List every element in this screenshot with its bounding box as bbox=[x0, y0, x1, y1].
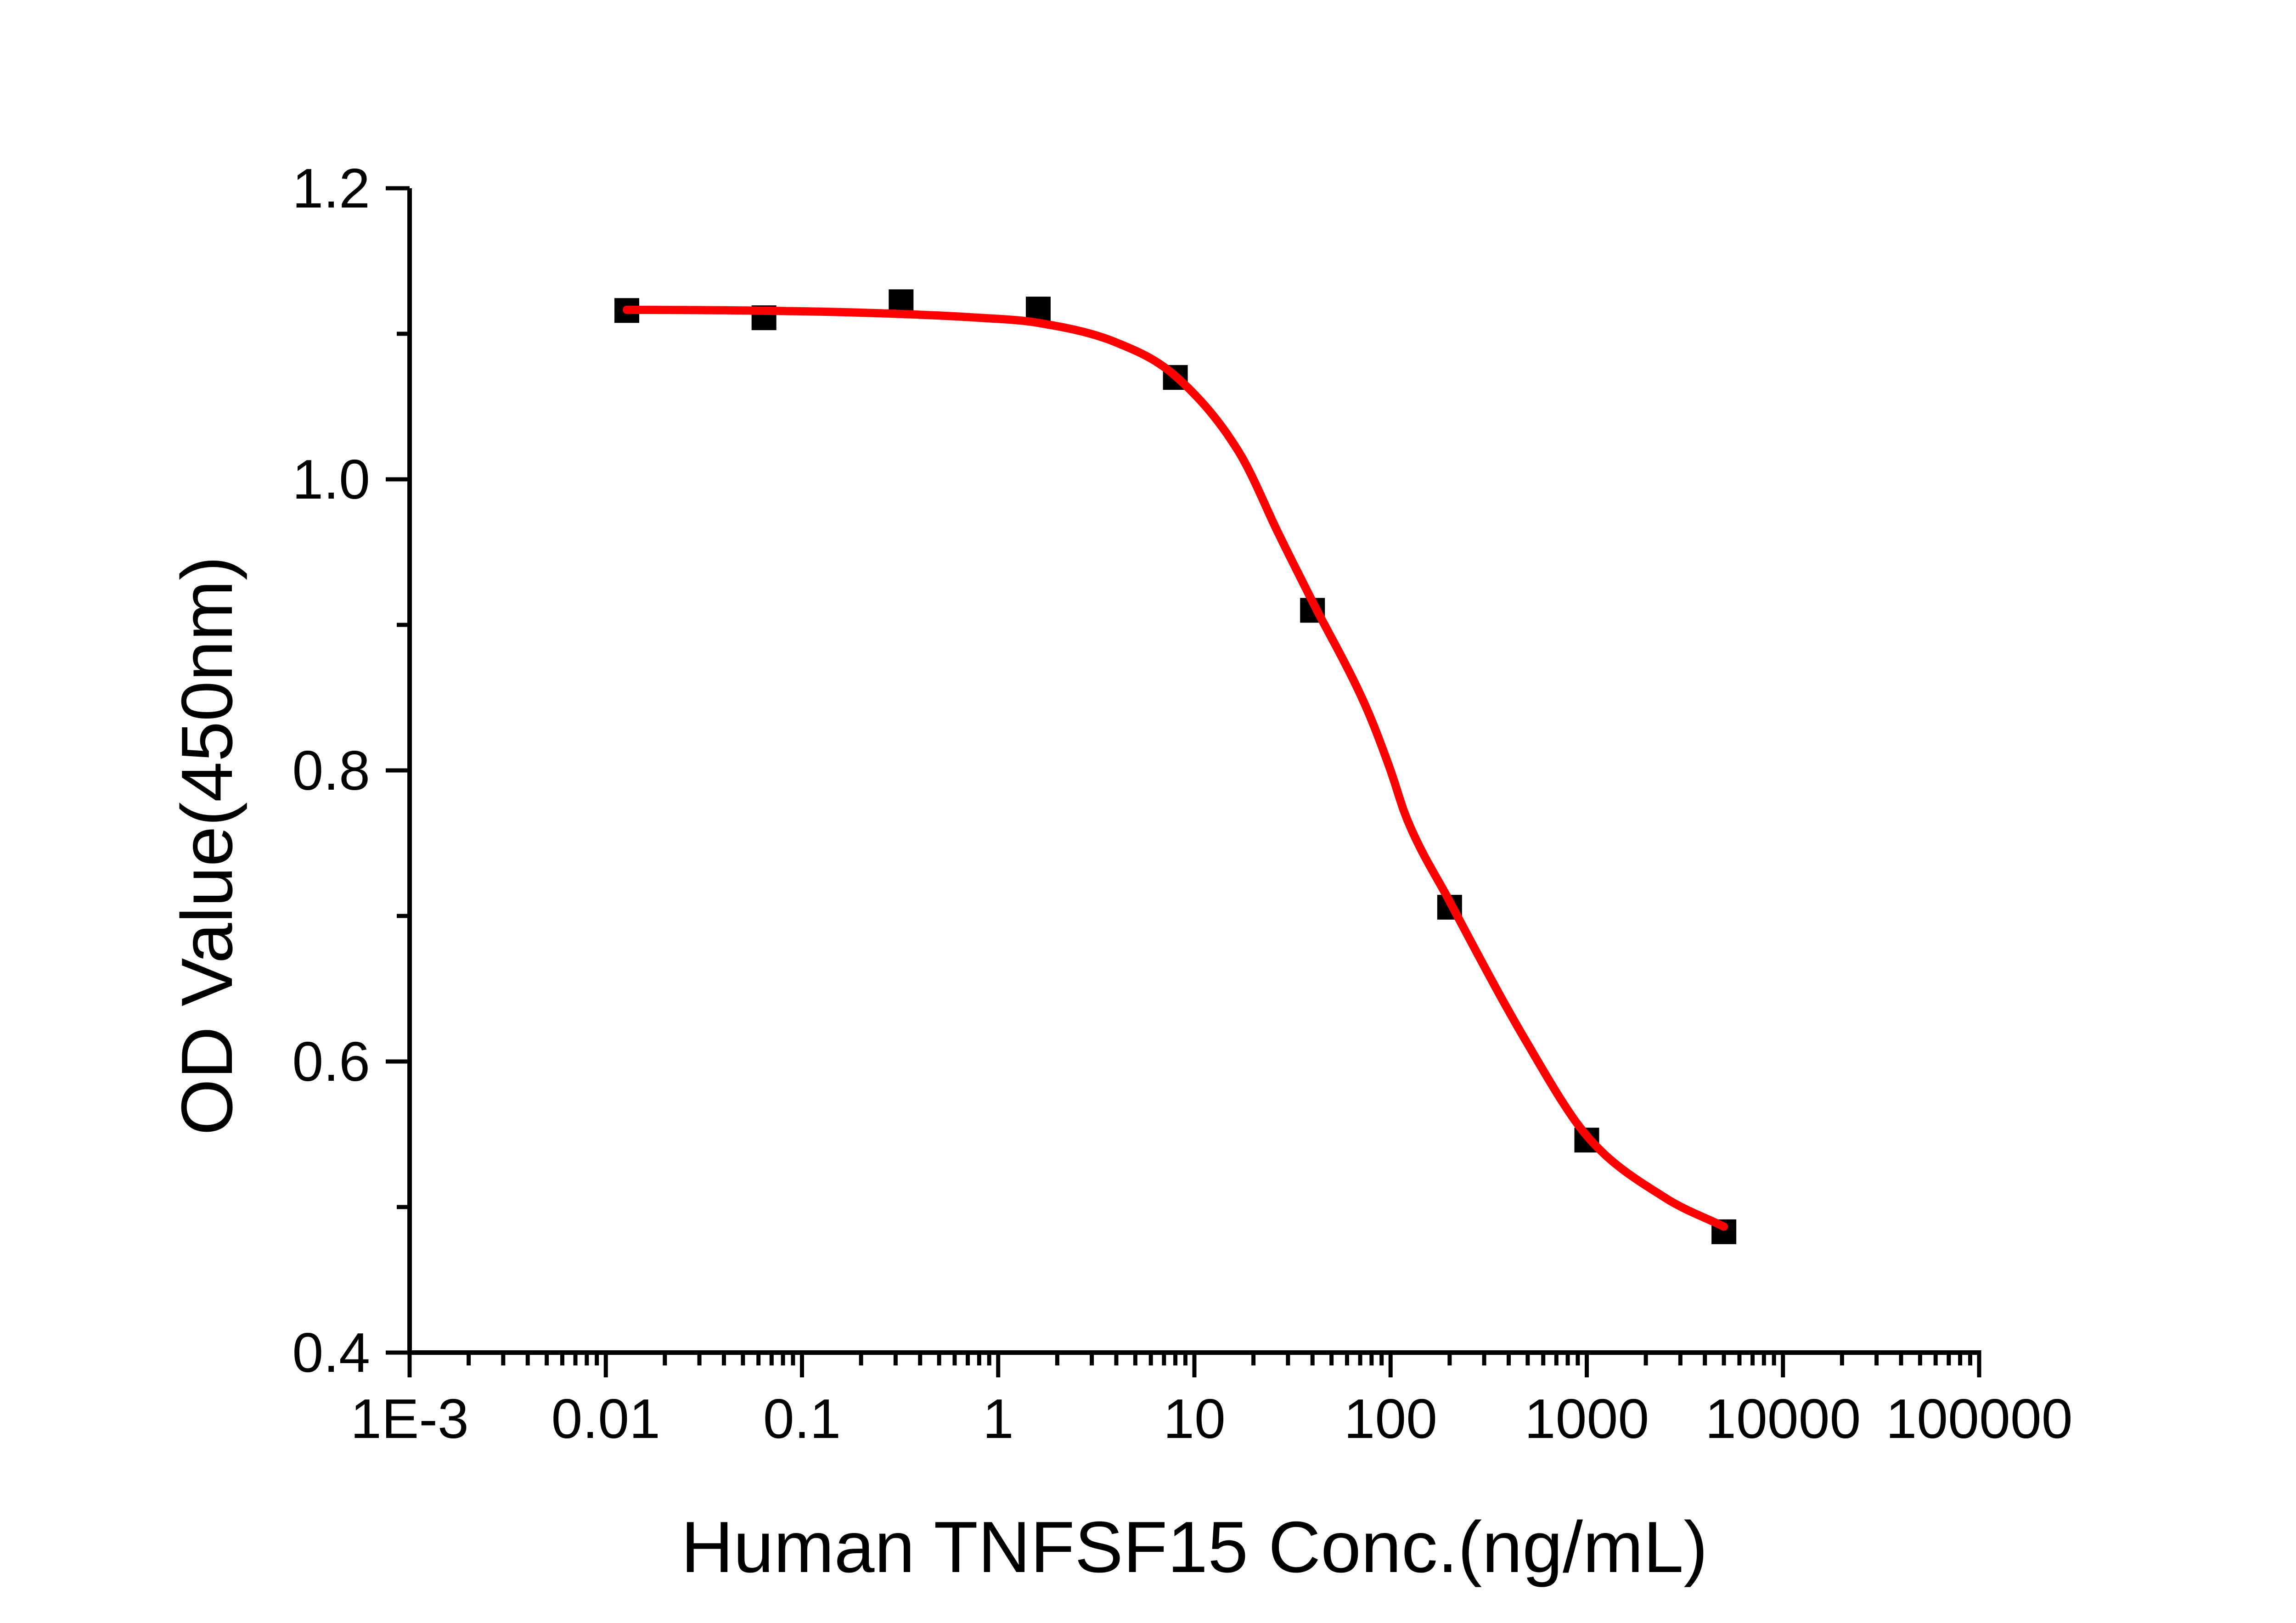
y-tick-label: 1.2 bbox=[292, 157, 370, 219]
y-tick-label: 1.0 bbox=[292, 448, 370, 511]
fit-curve bbox=[623, 305, 1728, 1231]
x-tick-label: 10000 bbox=[1705, 1387, 1861, 1450]
y-tick-label: 0.4 bbox=[292, 1321, 370, 1384]
x-tick-label: 10 bbox=[1163, 1387, 1226, 1450]
x-tick-label: 100 bbox=[1344, 1387, 1437, 1450]
y-tick-label: 0.8 bbox=[292, 739, 370, 802]
data-point-marker bbox=[1025, 297, 1051, 322]
x-tick-label: 1 bbox=[983, 1387, 1014, 1450]
x-tick-label: 0.1 bbox=[763, 1387, 841, 1450]
y-axis-title: OD Value(450nm) bbox=[167, 556, 248, 1135]
x-tick-label: 1000 bbox=[1525, 1387, 1649, 1450]
x-tick-label: 1E-3 bbox=[350, 1387, 469, 1450]
plot-area: 0.4 0.6 0.8 1.0 1.2 1E-3 0.01 0.1 1 10 100 1000 1000… bbox=[292, 157, 2072, 1450]
x-tick-label: 0.01 bbox=[551, 1387, 660, 1450]
x-tick-label: 100000 bbox=[1885, 1387, 2072, 1450]
x-axis-title: Human TNFSF15 Conc.(ng/mL) bbox=[681, 1507, 1708, 1588]
y-tick-label: 0.6 bbox=[292, 1030, 370, 1093]
